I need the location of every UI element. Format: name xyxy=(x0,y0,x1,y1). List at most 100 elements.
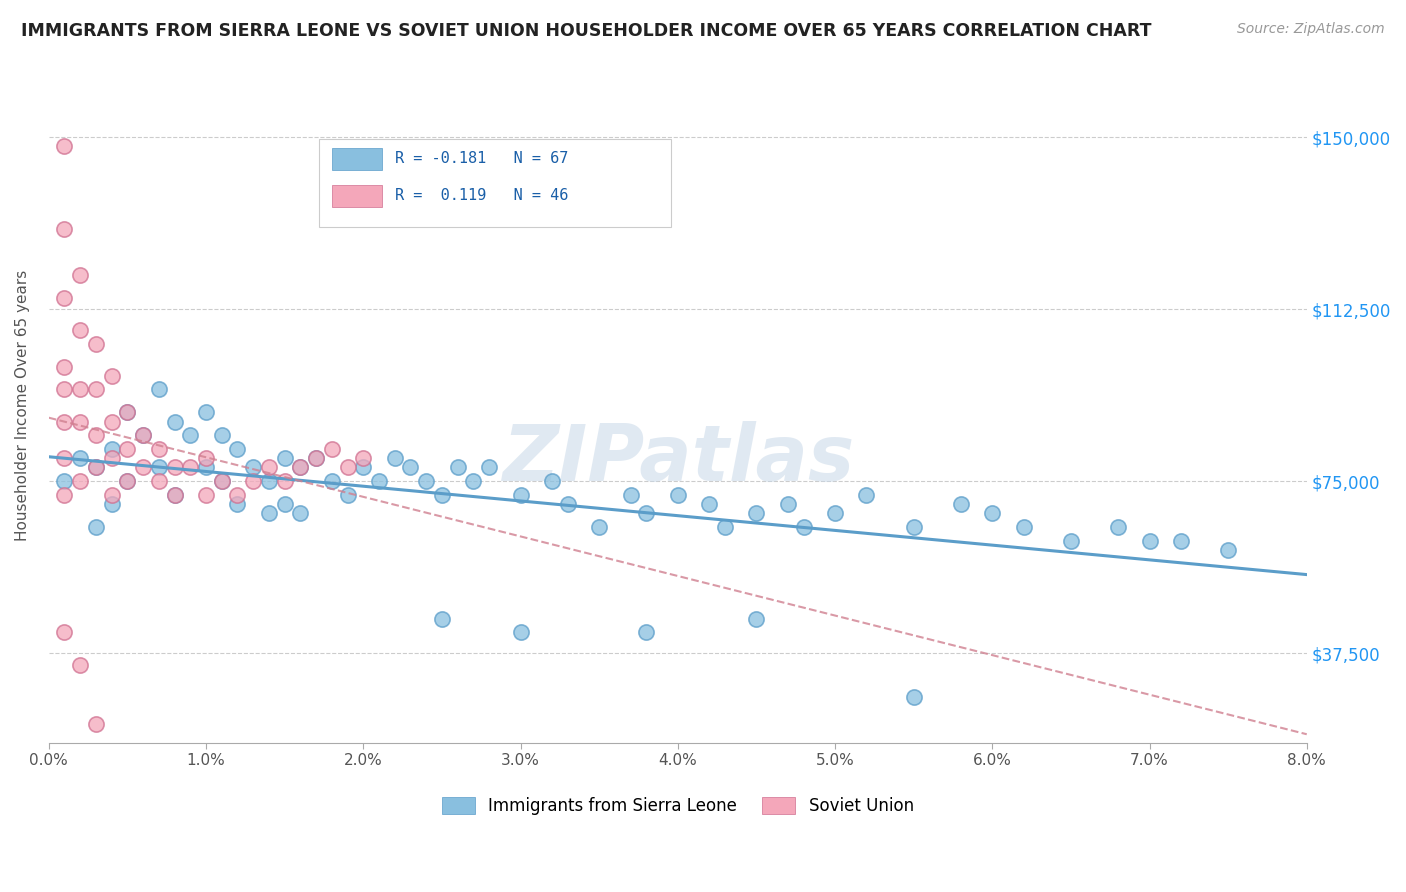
Point xyxy=(100,442,122,456)
Point xyxy=(1216,543,1239,558)
Text: R =  0.119   N = 46: R = 0.119 N = 46 xyxy=(395,187,568,202)
Y-axis label: Householder Income Over 65 years: Householder Income Over 65 years xyxy=(15,270,30,541)
Point xyxy=(305,451,328,466)
Point xyxy=(368,474,391,488)
Point xyxy=(1170,533,1192,548)
Point xyxy=(290,460,312,475)
Text: ZIPatlas: ZIPatlas xyxy=(502,421,853,498)
Point xyxy=(53,488,76,502)
Point xyxy=(148,474,170,488)
Point xyxy=(69,323,91,337)
Point xyxy=(117,405,139,419)
Point xyxy=(100,368,122,383)
Point xyxy=(509,625,531,640)
Point xyxy=(117,442,139,456)
Point xyxy=(793,520,815,534)
Point xyxy=(242,474,264,488)
Point xyxy=(273,451,295,466)
Point xyxy=(949,497,972,511)
Point xyxy=(195,488,218,502)
Point xyxy=(541,474,564,488)
Point xyxy=(69,657,91,672)
Point xyxy=(1107,520,1129,534)
Point xyxy=(478,460,501,475)
Point xyxy=(352,460,374,475)
Point xyxy=(53,451,76,466)
Point xyxy=(697,497,720,511)
Point xyxy=(745,612,768,626)
Point xyxy=(148,383,170,397)
Point xyxy=(666,488,689,502)
Point xyxy=(619,488,641,502)
Point xyxy=(1139,533,1161,548)
Point xyxy=(117,474,139,488)
Point xyxy=(132,428,155,442)
Point xyxy=(776,497,799,511)
Point xyxy=(195,460,218,475)
Point xyxy=(824,506,846,520)
Point xyxy=(1012,520,1035,534)
Point xyxy=(903,690,925,704)
Point xyxy=(53,139,76,153)
Point xyxy=(430,488,453,502)
Point xyxy=(257,506,280,520)
Point xyxy=(84,717,107,731)
Point xyxy=(226,488,249,502)
Point xyxy=(100,415,122,429)
Point xyxy=(305,451,328,466)
Point xyxy=(84,460,107,475)
Point xyxy=(352,451,374,466)
Text: IMMIGRANTS FROM SIERRA LEONE VS SOVIET UNION HOUSEHOLDER INCOME OVER 65 YEARS CO: IMMIGRANTS FROM SIERRA LEONE VS SOVIET U… xyxy=(21,22,1152,40)
Point xyxy=(148,460,170,475)
Point xyxy=(321,442,343,456)
Point xyxy=(745,506,768,520)
Point xyxy=(163,488,186,502)
Point xyxy=(53,359,76,374)
Point xyxy=(179,460,201,475)
Point xyxy=(163,488,186,502)
Point xyxy=(211,474,233,488)
Point xyxy=(53,222,76,236)
Point xyxy=(69,415,91,429)
Point xyxy=(69,383,91,397)
Point xyxy=(84,336,107,351)
Point xyxy=(1060,533,1083,548)
Point xyxy=(69,474,91,488)
Point xyxy=(336,488,359,502)
Point xyxy=(981,506,1004,520)
Text: R = -0.181   N = 67: R = -0.181 N = 67 xyxy=(395,151,568,166)
Point xyxy=(855,488,877,502)
Point xyxy=(399,460,422,475)
Point xyxy=(163,460,186,475)
Point xyxy=(242,460,264,475)
Point xyxy=(211,428,233,442)
Point xyxy=(463,474,485,488)
Point xyxy=(100,451,122,466)
Point xyxy=(84,460,107,475)
Point xyxy=(257,460,280,475)
Point xyxy=(211,474,233,488)
Point xyxy=(69,451,91,466)
Legend: Immigrants from Sierra Leone, Soviet Union: Immigrants from Sierra Leone, Soviet Uni… xyxy=(434,790,921,822)
Point xyxy=(321,474,343,488)
Point xyxy=(100,488,122,502)
Point xyxy=(557,497,579,511)
Point xyxy=(53,625,76,640)
Point xyxy=(290,506,312,520)
Point xyxy=(117,405,139,419)
Point xyxy=(132,428,155,442)
Point xyxy=(117,474,139,488)
Point xyxy=(84,520,107,534)
Point xyxy=(163,415,186,429)
Point xyxy=(446,460,468,475)
Point xyxy=(84,383,107,397)
Point xyxy=(179,428,201,442)
Point xyxy=(273,497,295,511)
Point xyxy=(430,612,453,626)
FancyBboxPatch shape xyxy=(332,186,382,207)
Point xyxy=(273,474,295,488)
Point xyxy=(53,291,76,305)
Point xyxy=(226,497,249,511)
Point xyxy=(714,520,737,534)
Point xyxy=(195,451,218,466)
